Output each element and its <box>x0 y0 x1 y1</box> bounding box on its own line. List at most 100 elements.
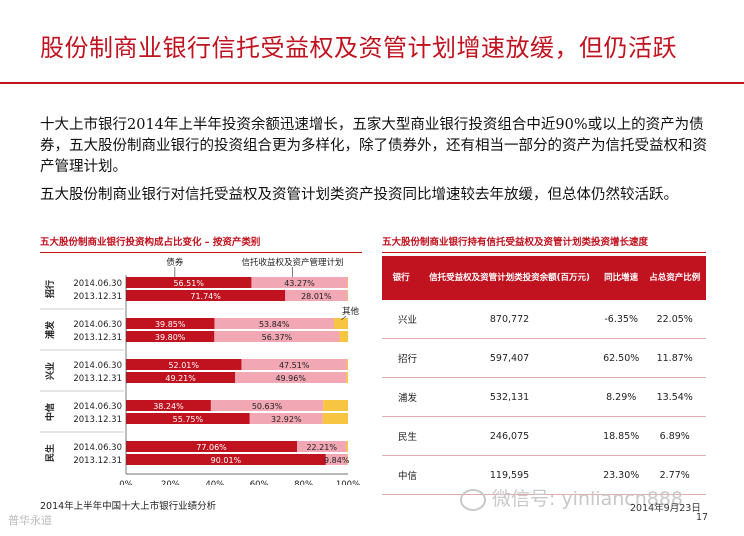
bar-other <box>347 290 348 301</box>
paragraph-2: 五大股份制商业银行对信托受益权及资管计划类资产投资同比增速较去年放缓，但总体仍然… <box>40 187 678 203</box>
table-header-row: 银行 信托受益权及资管计划类投资余额(百万元) 同比增速 占总资产比例 <box>382 256 706 300</box>
bond-value-label: 49.21% <box>165 374 196 383</box>
cell-ratio: 11.87% <box>643 338 706 378</box>
bond-value-label: 39.85% <box>155 320 186 329</box>
stacked-bar-chart: 债券 信托收益权及资产管理计划招行 2014.06.30 56.51% 43.27% 20… <box>40 255 362 485</box>
date-label: 2013.12.31 <box>73 333 122 343</box>
trust-value-label: 9.84% <box>324 456 350 465</box>
x-tick-label: 20% <box>161 480 180 485</box>
bond-value-label: 56.51% <box>173 279 204 288</box>
cell-growth: -6.35% <box>598 300 644 339</box>
bond-value-label: 52.01% <box>168 361 199 370</box>
trust-value-label: 22.21% <box>306 443 337 452</box>
cell-balance: 532,131 <box>420 377 599 417</box>
cell-ratio: 2.77% <box>643 455 706 495</box>
header-bank: 银行 <box>382 256 421 300</box>
bar-bond <box>126 441 298 452</box>
bar-trust <box>214 318 334 329</box>
date-label: 2014.06.30 <box>73 402 122 412</box>
bar-other <box>322 413 348 424</box>
table-row: 兴业 870,772 -6.35% 22.05% <box>382 300 706 339</box>
trust-value-label: 28.01% <box>301 292 332 301</box>
trust-value-label: 43.27% <box>284 279 315 288</box>
trust-value-label: 49.96% <box>275 374 306 383</box>
cell-ratio: 13.54% <box>643 377 706 417</box>
bar-bond <box>126 454 326 465</box>
bond-value-label: 55.75% <box>173 415 204 424</box>
bar-trust <box>241 359 347 370</box>
x-tick-label: 60% <box>250 480 269 485</box>
bar-trust <box>297 441 347 452</box>
bar-bond <box>126 290 286 301</box>
source-note: 2014年上半年中国十大上市银行业绩分析 <box>40 501 217 512</box>
bank-label: 兴业 <box>44 362 56 380</box>
legend-bond: 债券 <box>166 257 184 268</box>
table-row: 民生 246,075 18.85% 6.89% <box>382 416 706 456</box>
bar-trust <box>249 413 323 424</box>
bank-label: 中信 <box>44 403 56 421</box>
table-row: 浦发 532,131 8.29% 13.54% <box>382 377 706 417</box>
bank-label: 民生 <box>44 444 56 462</box>
trust-value-label: 53.84% <box>259 320 290 329</box>
bar-trust <box>251 277 348 288</box>
x-tick-label: 80% <box>294 480 313 485</box>
date-label: 2013.12.31 <box>73 415 122 425</box>
date-label: 2014.06.30 <box>73 279 122 289</box>
date-label: 2014.06.30 <box>73 361 122 371</box>
legend-other-leader <box>341 315 347 321</box>
cell-growth: 8.29% <box>598 377 644 417</box>
cell-growth: 62.50% <box>598 338 644 378</box>
cell-balance: 597,407 <box>420 338 599 378</box>
x-tick-label: 40% <box>205 480 224 485</box>
bank-label: 招行 <box>44 280 56 298</box>
bar-bond <box>126 277 252 288</box>
legend-trust: 信托收益权及资产管理计划 <box>241 257 343 268</box>
header-growth: 同比增速 <box>598 256 644 300</box>
cell-ratio: 22.05% <box>643 300 706 339</box>
bank-label: 浦发 <box>44 320 56 339</box>
bar-trust <box>210 400 324 411</box>
bar-other <box>346 359 348 370</box>
slide-date: 2014年9月23日 <box>630 503 701 514</box>
bond-value-label: 90.01% <box>211 456 242 465</box>
date-label: 2014.06.30 <box>73 443 122 453</box>
wechat-watermark: 微信号: yinliancn888 <box>460 484 683 511</box>
bar-trust <box>214 331 340 342</box>
cell-growth: 23.30% <box>598 455 644 495</box>
bar-other <box>346 441 348 452</box>
bar-other <box>323 400 348 411</box>
bar-bond <box>126 359 242 370</box>
table-row: 中信 119,595 23.30% 2.77% <box>382 455 706 495</box>
cell-balance: 870,772 <box>420 300 599 339</box>
bar-bond <box>126 413 250 424</box>
x-tick-label: 100% <box>336 480 360 485</box>
cell-balance: 246,075 <box>420 416 599 456</box>
bar-trust <box>325 454 348 465</box>
cell-growth: 18.85% <box>598 416 644 456</box>
legend-other: 其他 <box>342 306 360 317</box>
trust-value-label: 32.92% <box>271 415 302 424</box>
cell-balance: 119,595 <box>420 455 599 495</box>
bond-value-label: 38.24% <box>153 402 184 411</box>
cell-bank: 民生 <box>382 416 421 456</box>
trust-value-label: 56.37% <box>262 333 293 342</box>
table-row: 招行 597,407 62.50% 11.87% <box>382 338 706 378</box>
slide-title-area: 股份制商业银行信托受益权及资管计划增速放缓，但仍活跃 <box>0 0 744 78</box>
bar-trust <box>235 372 347 383</box>
date-label: 2013.12.31 <box>73 456 122 466</box>
cell-bank: 浦发 <box>382 377 421 417</box>
bar-other <box>333 318 348 329</box>
bar-bond <box>126 372 236 383</box>
wechat-icon <box>460 488 486 511</box>
title-divider <box>0 82 744 84</box>
cell-bank: 招行 <box>382 338 421 378</box>
bar-trust <box>285 290 348 301</box>
date-label: 2013.12.31 <box>73 374 122 384</box>
wechat-id: 微信号: yinliancn888 <box>492 488 684 510</box>
growth-table: 银行 信托受益权及资管计划类投资余额(百万元) 同比增速 占总资产比例 兴业 8… <box>382 256 706 495</box>
bar-bond <box>126 400 211 411</box>
header-ratio: 占总资产比例 <box>643 256 706 300</box>
paragraph-1: 十大上市银行2014年上半年投资余额迅速增长，五家大型商业银行投资组合中近90%… <box>40 117 707 175</box>
brand-logo-text: 普华永道 <box>8 514 52 527</box>
bar-bond <box>126 331 215 342</box>
